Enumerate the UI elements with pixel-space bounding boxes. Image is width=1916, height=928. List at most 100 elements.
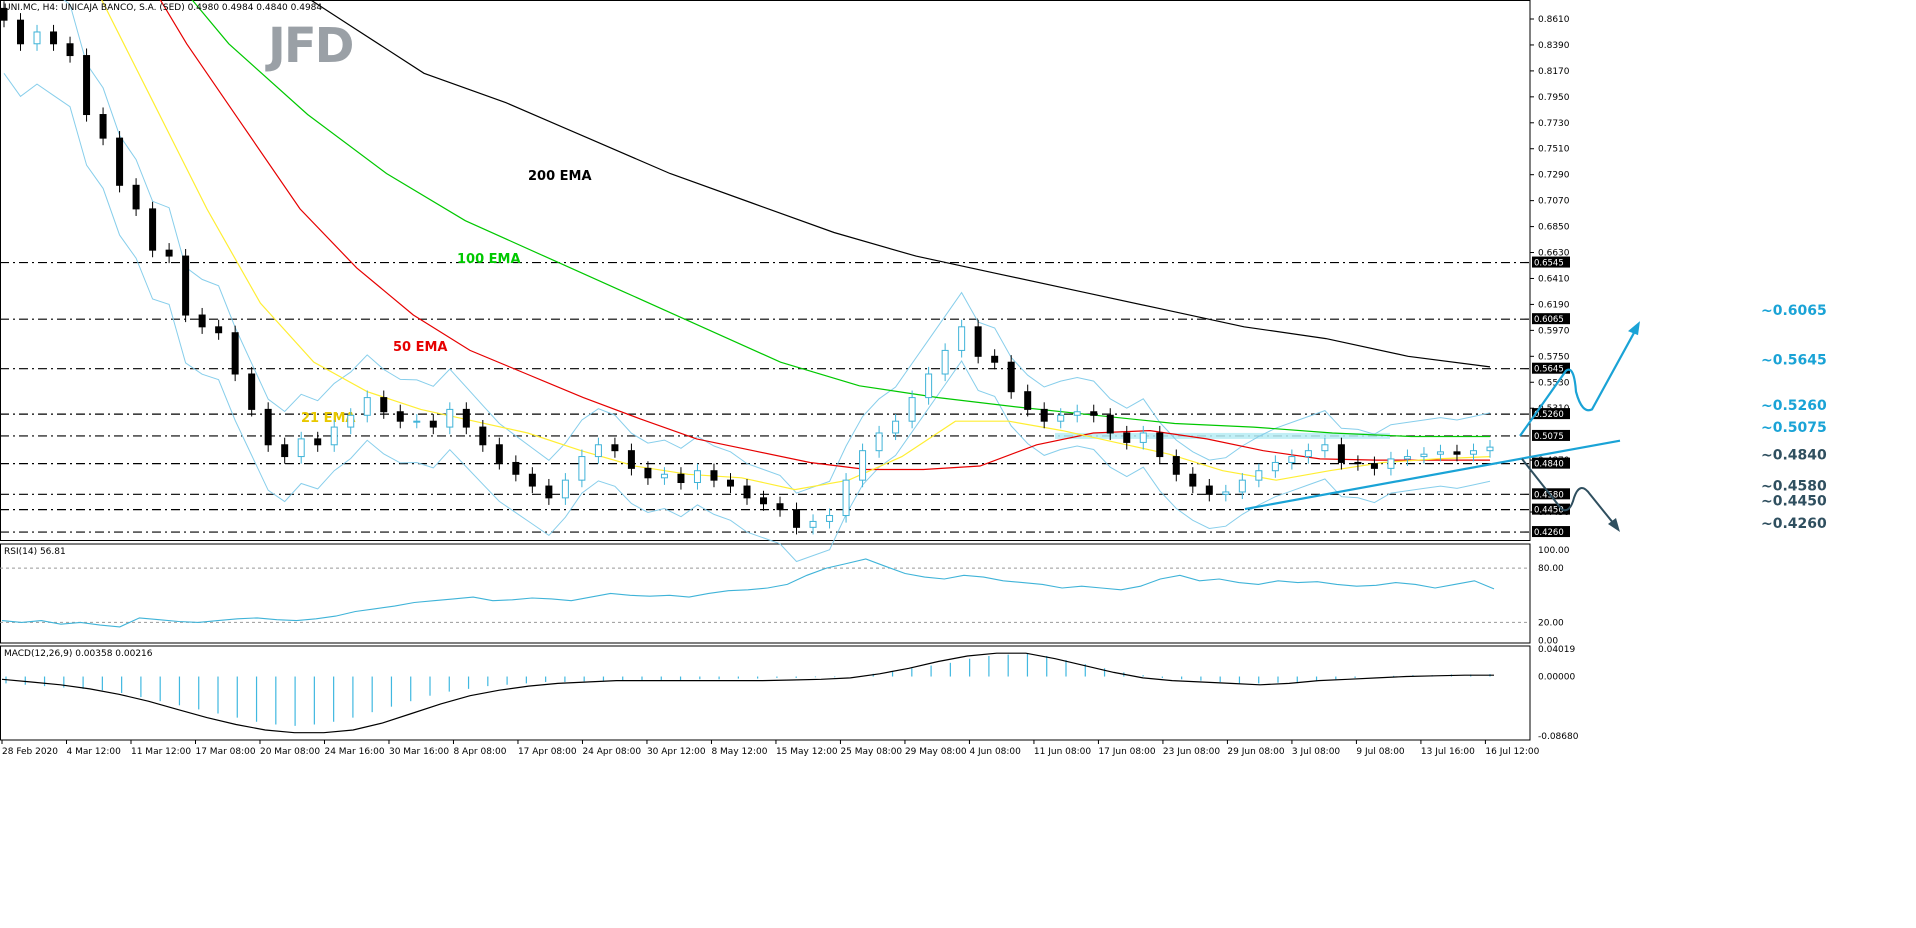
- candle-body: [264, 408, 272, 446]
- level-annotation: ~0.5075: [1761, 420, 1827, 436]
- rsi-axis-label: 20.00: [1538, 618, 1564, 628]
- candle-body: [826, 515, 834, 522]
- level-axis-tag: [1532, 457, 1570, 469]
- candle-body: [1172, 456, 1180, 475]
- candle-body: [479, 426, 487, 446]
- level-axis-tag-label: 0.6065: [1534, 315, 1564, 325]
- candle-body: [1469, 450, 1477, 455]
- candle-body: [215, 326, 223, 334]
- candle-body: [743, 485, 751, 499]
- level-annotation: ~0.4450: [1761, 494, 1827, 510]
- candle-body: [429, 420, 437, 428]
- ema50-line: [159, 0, 1490, 471]
- candle-body: [396, 411, 404, 422]
- candle-body: [165, 249, 173, 257]
- rsi-panel-frame: [0, 543, 1531, 644]
- candle-body: [991, 355, 999, 363]
- candle-body: [495, 444, 503, 463]
- rsi-title: RSI(14) 56.81: [4, 547, 66, 557]
- rsi-axis-label: 0.00: [1538, 637, 1558, 647]
- candle-body: [958, 326, 966, 351]
- candle-body: [594, 444, 602, 458]
- macd-signal-line: [1, 652, 1494, 734]
- level-axis-tag: [1532, 488, 1570, 500]
- bullish-arrowhead: [1628, 321, 1640, 336]
- candle-body: [297, 438, 305, 458]
- candle-body: [66, 43, 74, 57]
- candle-body: [182, 255, 190, 316]
- candle-body: [842, 479, 850, 517]
- candle-body: [561, 479, 569, 499]
- price-axis-label: 0.8170: [1538, 67, 1570, 77]
- level-axis-tag: [1532, 313, 1570, 325]
- candle-body: [760, 497, 768, 505]
- macd-panel-frame: [0, 645, 1531, 741]
- candle-body: [1255, 470, 1263, 481]
- level-annotation: ~0.6065: [1761, 303, 1827, 319]
- x-axis-label: 8 May 12:00: [711, 747, 767, 757]
- price-axis-label: 0.7950: [1538, 93, 1570, 103]
- candle-body: [578, 456, 586, 481]
- candle-body: [1222, 491, 1230, 495]
- candle-body: [1189, 473, 1197, 487]
- candle-body: [776, 503, 784, 511]
- candle-body: [1304, 450, 1312, 458]
- x-axis-label: 29 May 08:00: [905, 747, 967, 757]
- bollinger-lower: [3, 73, 1491, 563]
- price-axis-label: 0.6190: [1538, 300, 1570, 310]
- price-axis-label: 0.6850: [1538, 223, 1570, 233]
- candle-body: [528, 473, 536, 487]
- candle-body: [1139, 432, 1147, 443]
- x-axis-label: 3 Jul 08:00: [1292, 747, 1341, 757]
- candle-body: [512, 461, 520, 475]
- candle-body: [1337, 444, 1345, 463]
- candle-body: [1387, 458, 1395, 469]
- resistance-zone: [1055, 432, 1390, 439]
- rsi-axis-label: 80.00: [1538, 564, 1564, 574]
- candle-body: [1040, 408, 1048, 422]
- ema100-label: 100 EMA: [457, 252, 521, 267]
- level-axis-tag-label: 0.5260: [1534, 410, 1564, 420]
- candle-body: [314, 438, 322, 446]
- rising-trend-line: [1244, 439, 1621, 511]
- x-axis-label: 9 Jul 08:00: [1356, 747, 1405, 757]
- candle-body: [33, 31, 41, 45]
- candle-body: [908, 397, 916, 422]
- x-axis-label: 25 May 08:00: [840, 747, 902, 757]
- x-axis-label: 29 Jun 08:00: [1227, 747, 1284, 757]
- rsi-line: [1, 558, 1495, 628]
- level-axis-tag: [1532, 256, 1570, 268]
- candle-body: [545, 485, 553, 499]
- rsi-axis-label: 100.00: [1538, 546, 1570, 556]
- candle-body: [83, 55, 91, 116]
- level-axis-tag: [1532, 408, 1570, 420]
- ema21-label: 21 EMA: [301, 411, 356, 426]
- ema100-line: [191, 0, 1490, 438]
- price-axis-label: 0.5530: [1538, 378, 1570, 388]
- level-annotation: ~0.4840: [1761, 448, 1827, 464]
- candle-body: [1486, 446, 1494, 452]
- price-axis-label: 0.8390: [1538, 41, 1570, 51]
- candle-body: [1420, 453, 1428, 458]
- x-axis-label: 17 Mar 08:00: [195, 747, 255, 757]
- level-axis-tag: [1532, 362, 1570, 374]
- level-axis-tag: [1532, 429, 1570, 441]
- candle-body: [660, 473, 668, 479]
- candle-body: [1057, 414, 1065, 422]
- x-axis-label: 30 Apr 12:00: [647, 747, 706, 757]
- candle-body: [1024, 391, 1032, 410]
- level-axis-tag-label: 0.5075: [1534, 432, 1564, 442]
- level-axis-tag-label: 0.5645: [1534, 365, 1564, 375]
- price-axis-label: 0.6410: [1538, 274, 1570, 284]
- x-axis-label: 4 Mar 12:00: [66, 747, 121, 757]
- candle-body: [1073, 411, 1081, 416]
- candle-body: [974, 326, 982, 357]
- candle-body: [1238, 479, 1246, 493]
- x-axis-label: 30 Mar 16:00: [389, 747, 449, 757]
- candle-body: [941, 349, 949, 375]
- candle-body: [875, 432, 883, 452]
- candle-body: [1271, 461, 1279, 472]
- level-annotation: ~0.5260: [1761, 398, 1827, 414]
- bullish-scenario-arrow: [1519, 328, 1637, 437]
